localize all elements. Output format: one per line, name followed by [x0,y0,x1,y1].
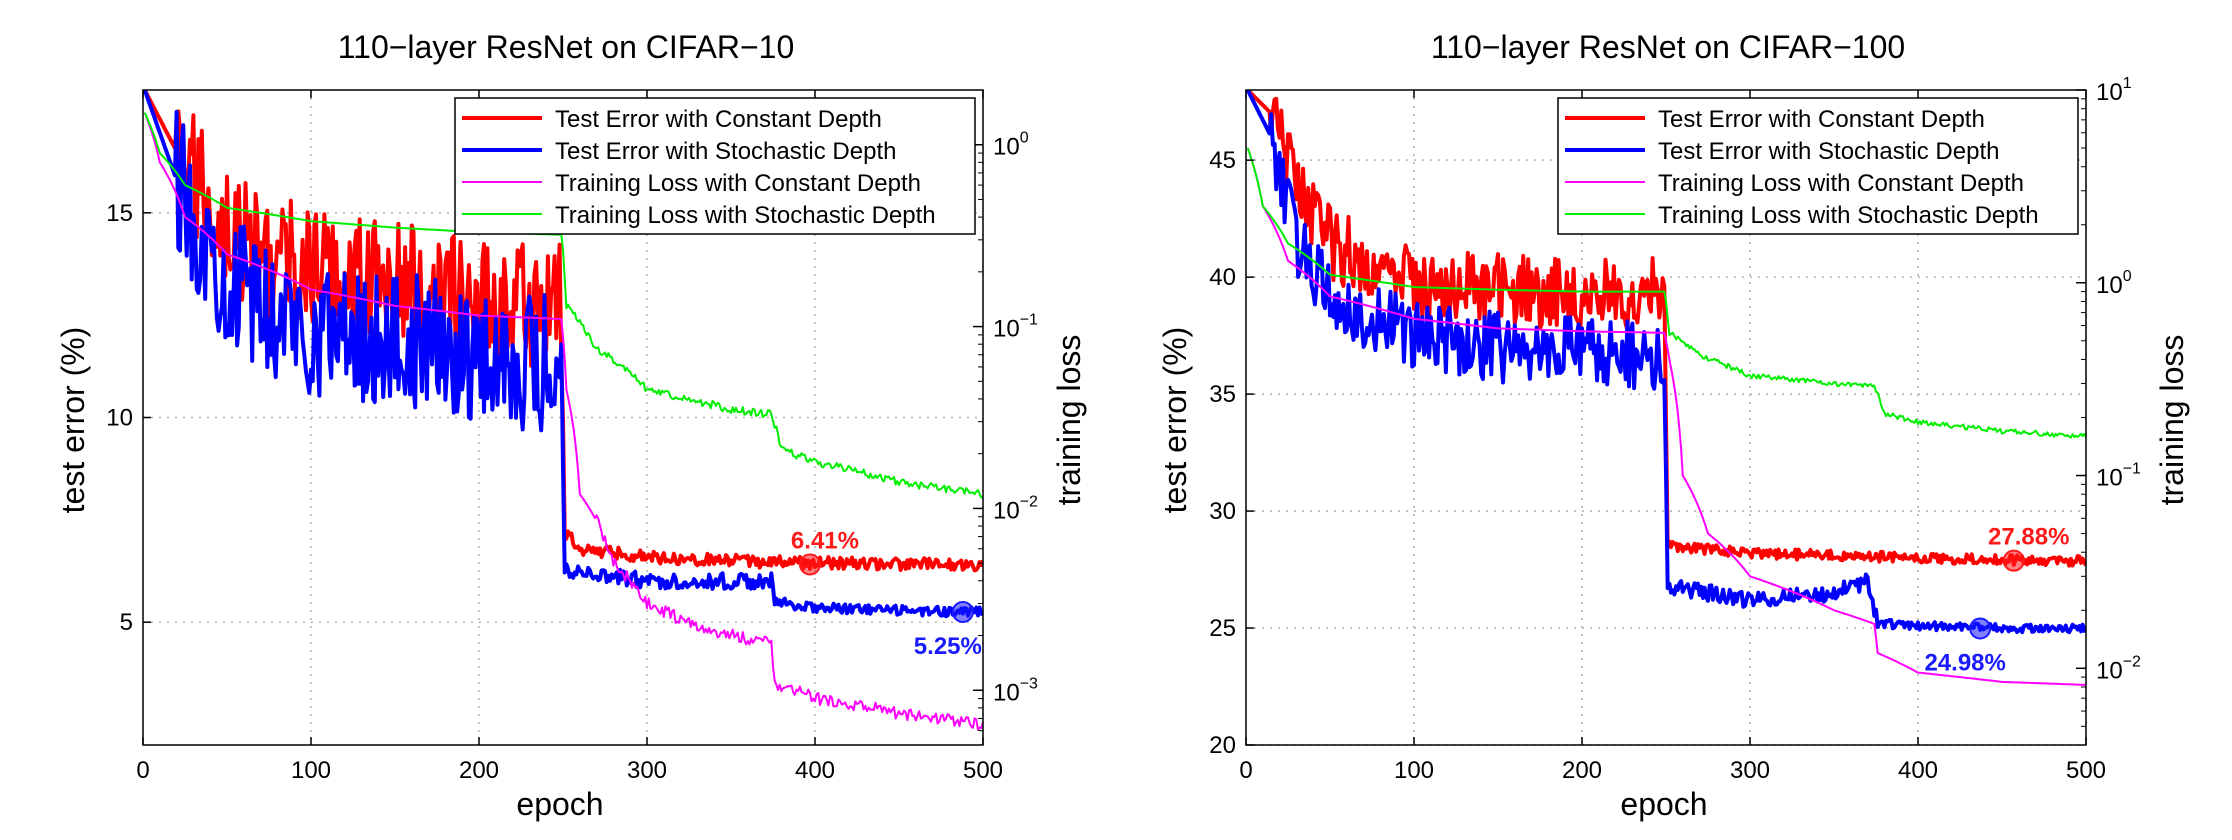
x-tick-label: 500 [963,757,1003,784]
legend-label: Training Loss with Constant Depth [1658,170,2024,197]
x-tick-label: 0 [136,757,149,784]
series-group [1246,90,2086,686]
x-tick-label: 200 [459,757,499,784]
legend: Test Error with Constant Depth Test Erro… [1557,97,2079,235]
y-tick-label: 25 [1209,615,1236,642]
legend-box [454,97,976,235]
x-axis-label: epoch [516,786,603,822]
legend: Test Error with Constant Depth Test Erro… [454,97,976,235]
x-tick-label: 100 [1394,757,1434,784]
x-tick-label: 500 [2066,757,2106,784]
y2-tick-label: 10−3 [993,675,1038,706]
series-group [143,90,983,731]
legend-box [1557,97,2079,235]
y-tick-label: 20 [1209,732,1236,759]
x-tick-label: 100 [291,757,331,784]
chart-cifar10: 110−layer ResNet on CIFAR−10 0 100 200 300 4… [55,29,1087,822]
final-value-label: 27.88% [1988,524,2069,551]
series-line [143,90,983,619]
x-tick-label: 300 [1730,757,1770,784]
legend-label: Test Error with Stochastic Depth [555,138,896,165]
series-line [143,112,983,731]
y2-tick-label: 10−1 [2096,461,2141,492]
final-value-label: 6.41% [791,527,859,554]
y-tick-label: 15 [106,200,133,227]
x-tick-label: 0 [1239,757,1252,784]
x-tick-label: 300 [627,757,667,784]
y-tick-label: 40 [1209,264,1236,291]
chart-title: 110−layer ResNet on CIFAR−10 [338,29,795,65]
x-axis-label: epoch [1620,786,1707,822]
final-value-marker [2002,549,2025,572]
chart-cifar100: 110−layer ResNet on CIFAR−100 0 100 200 300… [1157,29,2190,822]
y-tick-label: 45 [1209,147,1236,174]
y2-tick-label: 100 [2096,268,2132,299]
plot-area: 0 100 200 300 400 500 20 25 30 35 40 45 101 100 10−1 10… [1209,75,2141,784]
y-axis-label: test error (%) [1157,327,1193,514]
legend-label: Test Error with Constant Depth [555,106,882,133]
y-tick-label: 35 [1209,381,1236,408]
y2-tick-label: 10−2 [2096,653,2141,684]
series-line [1246,90,2086,635]
legend-label: Training Loss with Stochastic Depth [1658,202,2039,229]
y2-axis-label: training loss [1051,335,1087,506]
y-tick-label: 5 [120,609,133,636]
x-tick-label: 400 [795,757,835,784]
legend-label: Test Error with Constant Depth [1658,106,1985,133]
legend-label: Test Error with Stochastic Depth [1658,138,1999,165]
y-tick-label: 30 [1209,498,1236,525]
series-line [1246,147,2086,439]
y2-tick-label: 100 [993,130,1029,161]
x-tick-label: 200 [1562,757,1602,784]
chart-title: 110−layer ResNet on CIFAR−100 [1431,29,1905,65]
y-axis-label: test error (%) [55,327,91,514]
final-value-marker [951,600,974,623]
y2-tick-label: 10−1 [993,312,1038,343]
final-value-label: 5.25% [914,633,982,660]
legend-label: Training Loss with Constant Depth [555,170,921,197]
x-tick-label: 400 [1898,757,1938,784]
y2-tick-label: 10−2 [993,493,1038,524]
final-value-marker [1969,617,1992,640]
final-value-label: 24.98% [1924,650,2005,677]
y-tick-label: 10 [106,405,133,432]
series-line [143,112,983,499]
legend-label: Training Loss with Stochastic Depth [555,202,936,229]
y2-tick-label: 101 [2096,75,2132,106]
series-line [1246,147,2086,686]
final-value-marker [798,553,821,576]
y2-axis-label: training loss [2154,335,2190,506]
